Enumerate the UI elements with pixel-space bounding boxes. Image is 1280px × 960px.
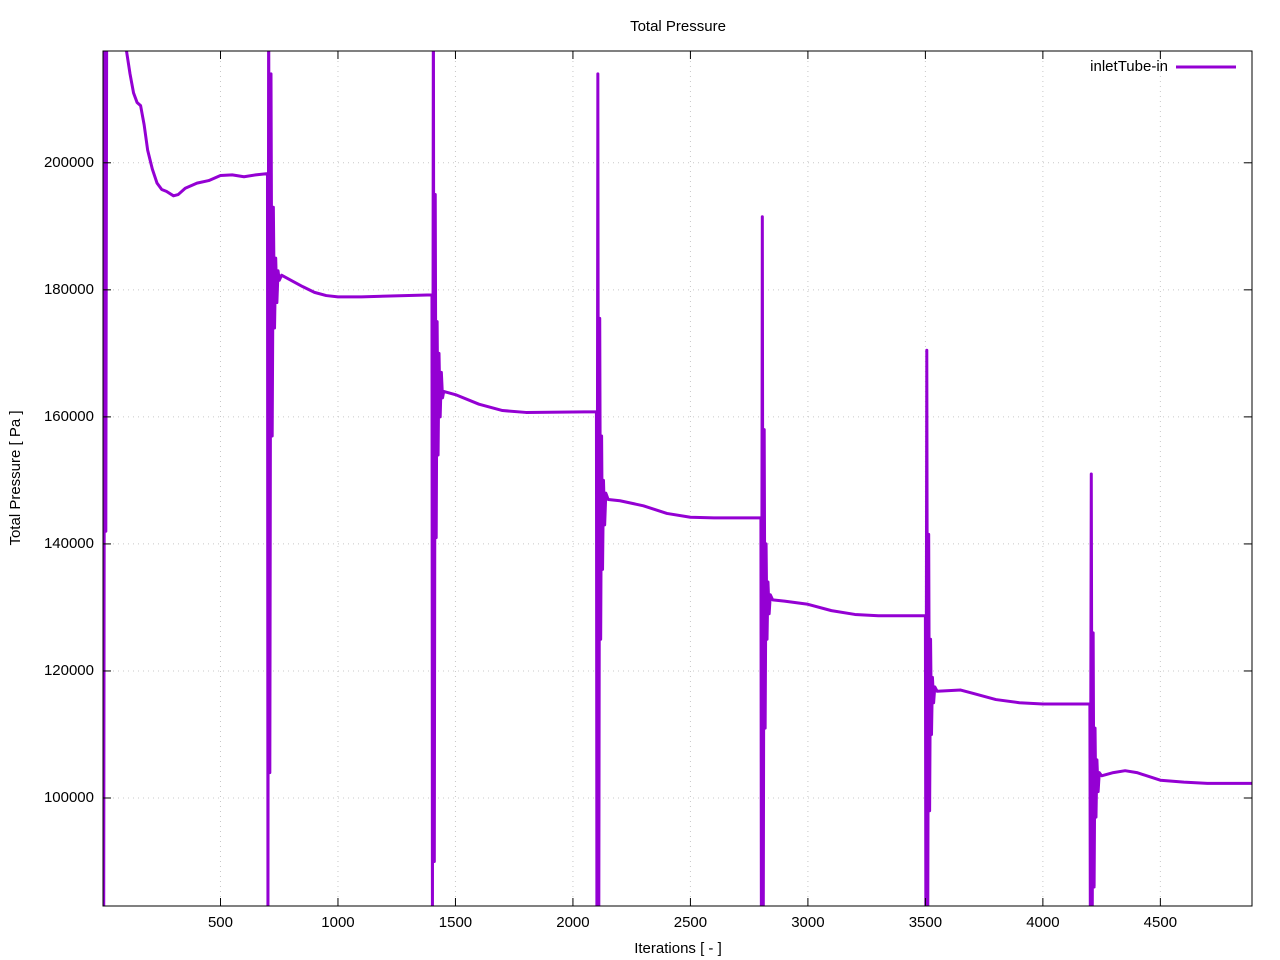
x-tick-label: 2000: [556, 914, 589, 931]
x-tick-label: 4500: [1144, 914, 1177, 931]
x-tick-label: 500: [208, 914, 233, 931]
y-axis-label: Total Pressure [ Pa ]: [7, 410, 24, 545]
axes: 500 1000 1500 2000 2500 3000 3500 4000 4500 10000…: [44, 51, 1252, 931]
x-tick-label: 1000: [321, 914, 354, 931]
chart-title: Total Pressure: [630, 18, 726, 35]
x-tick-label: 4000: [1026, 914, 1059, 931]
x-tick-label: 2500: [674, 914, 707, 931]
x-tick-label: 3000: [791, 914, 824, 931]
y-tick-label: 120000: [44, 662, 94, 679]
y-tick-label: 180000: [44, 281, 94, 298]
y-tick-label: 140000: [44, 535, 94, 552]
x-tick-label: 3500: [909, 914, 942, 931]
y-tick-label: 160000: [44, 408, 94, 425]
x-axis-label: Iterations [ - ]: [634, 940, 722, 957]
data-line: [103, 51, 1252, 906]
y-tick-label: 100000: [44, 789, 94, 806]
x-tick-label: 1500: [439, 914, 472, 931]
legend-label: inletTube-in: [1090, 58, 1168, 75]
grid: [103, 51, 1252, 906]
y-tick-label: 200000: [44, 154, 94, 171]
plot-area: [103, 51, 1252, 906]
plot-frame: [102, 50, 1253, 907]
